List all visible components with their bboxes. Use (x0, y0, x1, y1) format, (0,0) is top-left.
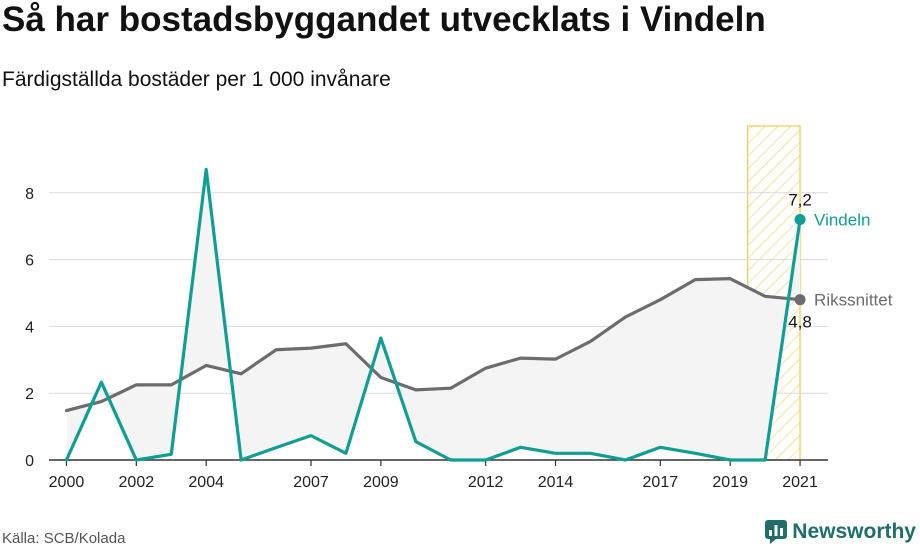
series-line-rikssnittet (64, 277, 802, 413)
difference-area (66, 169, 801, 461)
source-text: Källa: SCB/Kolada (2, 530, 126, 547)
series-value-label: 4,8 (788, 313, 812, 332)
series-line-vindeln (64, 167, 802, 462)
series-name-label: Vindeln (814, 211, 870, 230)
y-tick-label: 4 (25, 319, 34, 336)
x-tick-label: 2007 (293, 474, 329, 491)
x-tick-label: 2004 (188, 474, 224, 491)
y-tick-label: 2 (25, 386, 34, 403)
newsworthy-logo-icon (765, 520, 788, 544)
x-tick-label: 2017 (643, 474, 679, 491)
brand: Newsworthy (764, 519, 916, 545)
series-name-label: Rikssnittet (814, 291, 893, 310)
brand-name: Newsworthy (792, 520, 916, 543)
y-tick-label: 6 (25, 253, 34, 270)
x-tick-label: 2021 (782, 474, 818, 491)
x-tick-label: 2012 (468, 474, 504, 491)
chart-subtitle: Färdigställda bostäder per 1 000 invånar… (2, 68, 391, 91)
series-endpoint-vindeln (794, 214, 806, 226)
chart-title: Så har bostadsbyggandet utvecklats i Vin… (2, 0, 766, 39)
y-tick-label: 8 (25, 186, 34, 203)
series-endpoint-rikssnittet (794, 294, 806, 306)
x-tick-label: 2014 (538, 474, 574, 491)
series-value-label: 7,2 (788, 191, 812, 210)
x-tick-label: 2009 (363, 474, 399, 491)
x-tick-label: 2000 (49, 474, 85, 491)
x-tick-label: 2019 (712, 474, 748, 491)
x-tick-label: 2002 (119, 474, 155, 491)
y-tick-label: 0 (25, 453, 34, 470)
